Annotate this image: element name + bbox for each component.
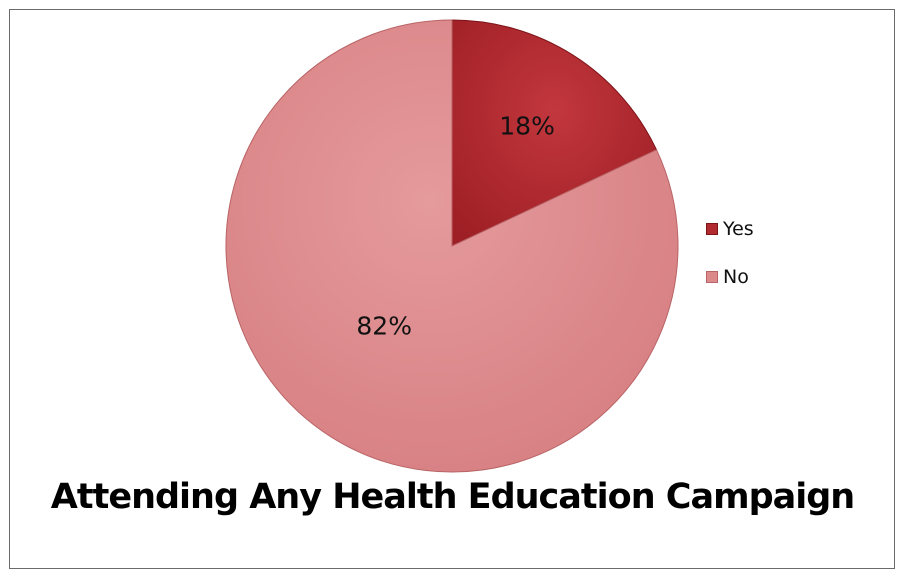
pie-label-yes: 18% [499,112,555,141]
legend-swatch-yes [706,223,718,235]
legend-item-no: No [706,264,754,290]
pie-slice-no [225,19,679,473]
pie-slice-yes [451,19,658,247]
pie-chart: 18% 82% [225,19,679,473]
legend: Yes No [706,216,754,312]
legend-swatch-no [706,271,718,283]
legend-label-yes: Yes [723,218,754,240]
legend-item-yes: Yes [706,216,754,242]
pie-label-no: 82% [356,311,412,340]
legend-label-no: No [723,266,749,288]
chart-title: Attending Any Health Education Campaign [50,477,855,517]
